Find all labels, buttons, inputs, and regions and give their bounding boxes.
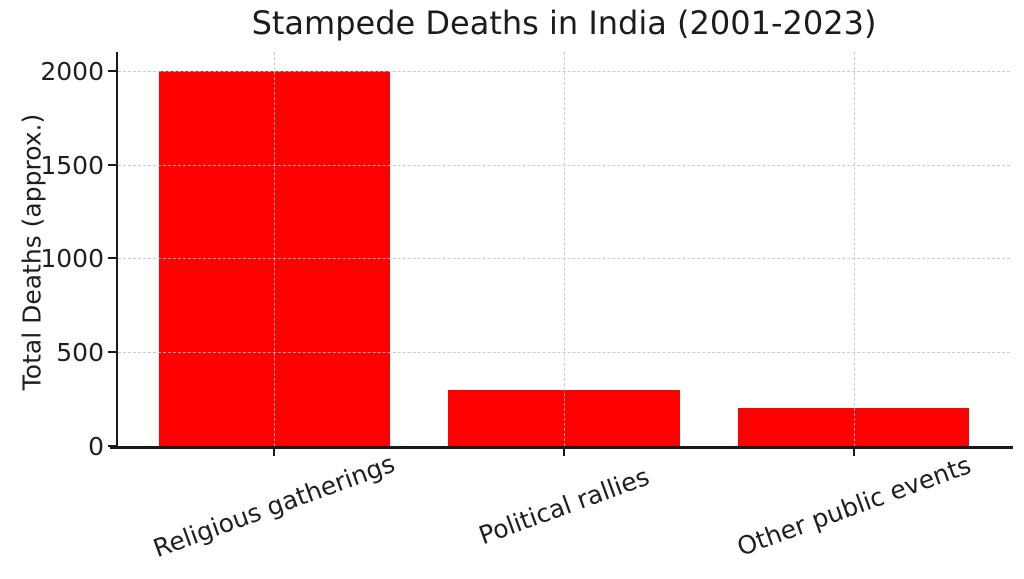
y-tick-mark [108, 69, 116, 72]
gridline-x-3 [853, 52, 855, 446]
x-axis-spine [110, 446, 1013, 449]
chart-title: Stampede Deaths in India (2001-2023) [251, 4, 877, 42]
plot-area [118, 52, 1010, 446]
bar-other-public-events [737, 408, 970, 446]
x-tick-mark [563, 448, 565, 456]
y-tick-mark [108, 351, 116, 354]
y-axis-spine [116, 52, 118, 449]
y-tick-label: 500 [56, 338, 104, 368]
x-tick-mark [273, 448, 276, 456]
x-tick-label-political-rallies: Political rallies [474, 461, 654, 551]
y-tick-label: 2000 [40, 56, 104, 86]
y-tick-label: 0 [88, 432, 104, 461]
y-tick-label: 1000 [40, 244, 104, 274]
x-tick-mark [852, 448, 855, 456]
y-tick-mark [108, 257, 116, 260]
y-tick-label: 1500 [40, 150, 104, 180]
x-tick-label-other-public-events: Other public events [732, 450, 975, 562]
bar-religious-gatherings [158, 70, 391, 446]
bar-political-rallies [448, 389, 680, 446]
y-tick-mark [108, 163, 116, 166]
gridline-x-2 [564, 52, 565, 446]
x-tick-label-religious-gatherings: Religious gatherings [149, 448, 399, 564]
y-tick-mark [108, 445, 116, 447]
